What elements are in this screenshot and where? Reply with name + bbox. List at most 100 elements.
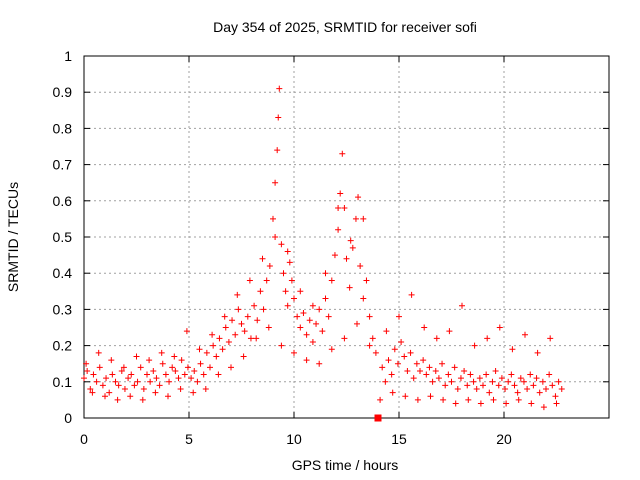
data-point (108, 357, 115, 364)
data-point (188, 375, 195, 382)
data-point (549, 382, 556, 389)
y-tick-label: 0 (64, 410, 72, 426)
x-axis-label: GPS time / hours (292, 457, 399, 473)
data-point (496, 324, 503, 331)
data-point (202, 386, 209, 393)
data-point (369, 335, 376, 342)
data-point (276, 85, 283, 92)
data-point (357, 262, 364, 269)
data-point (433, 335, 440, 342)
data-point (480, 382, 486, 389)
data-point (286, 259, 293, 266)
x-tick-label: 10 (286, 431, 302, 447)
data-point (184, 364, 191, 371)
data-point (284, 248, 291, 255)
data-point (402, 393, 409, 400)
data-point (439, 360, 446, 367)
data-point (389, 389, 396, 396)
data-point (171, 353, 178, 360)
data-point (325, 313, 332, 320)
data-point (102, 393, 108, 400)
data-point (120, 364, 127, 371)
data-point (90, 371, 97, 378)
y-tick-label: 0.4 (53, 265, 73, 281)
data-point (260, 306, 267, 313)
data-point (377, 396, 384, 403)
data-point (240, 353, 247, 360)
data-point (524, 386, 531, 393)
data-point (509, 346, 516, 353)
data-point (461, 367, 468, 374)
data-point (121, 386, 128, 393)
data-point (146, 357, 153, 364)
data-point (241, 328, 248, 335)
data-point (194, 378, 201, 385)
data-point (300, 310, 307, 317)
data-point (147, 378, 154, 385)
data-point (219, 346, 226, 353)
data-point (328, 277, 335, 284)
data-point (505, 378, 512, 385)
data-point (169, 364, 176, 371)
data-point (150, 367, 157, 374)
data-point (270, 215, 276, 222)
data-point (555, 378, 562, 385)
data-point (432, 367, 439, 374)
data-point (134, 378, 141, 385)
y-tick-label: 0.9 (53, 84, 73, 100)
y-tick-label: 0.3 (53, 301, 73, 317)
data-point (229, 317, 236, 324)
data-point (429, 378, 436, 385)
data-point (83, 360, 90, 367)
data-point (427, 393, 434, 400)
data-point (316, 306, 323, 313)
data-point (388, 371, 395, 378)
data-point (360, 295, 367, 302)
data-point (216, 335, 223, 342)
data-point (197, 360, 204, 367)
data-point (291, 349, 297, 356)
data-point (274, 147, 281, 154)
data-point (360, 215, 367, 222)
data-point (459, 302, 465, 309)
data-point (153, 375, 160, 382)
data-point (339, 150, 346, 157)
data-point (440, 396, 447, 403)
data-point (112, 378, 119, 385)
data-point (420, 357, 427, 364)
data-point (366, 313, 373, 320)
data-point (280, 270, 287, 277)
data-point (278, 342, 285, 349)
data-point (404, 367, 411, 374)
data-point (288, 277, 295, 284)
data-point (246, 277, 253, 284)
data-point (209, 331, 216, 338)
data-point (445, 371, 452, 378)
data-point (349, 244, 356, 251)
data-point (115, 382, 122, 389)
data-point (394, 360, 401, 367)
data-point (498, 375, 505, 382)
data-point (465, 396, 472, 403)
data-point (118, 367, 125, 374)
data-point (222, 324, 229, 331)
data-point (517, 375, 524, 382)
data-point (316, 360, 323, 367)
data-point (89, 389, 96, 396)
data-point (178, 357, 185, 364)
data-point (489, 378, 496, 385)
data-point (159, 360, 166, 367)
data-point (238, 320, 245, 327)
data-point (423, 371, 430, 378)
data-point (181, 371, 188, 378)
data-point (93, 378, 100, 385)
data-point (457, 375, 464, 382)
data-point (417, 367, 423, 374)
data-point (131, 382, 138, 389)
data-point (158, 349, 165, 356)
data-point (421, 324, 428, 331)
data-point (190, 389, 197, 396)
data-point (410, 375, 417, 382)
data-point (172, 367, 179, 374)
